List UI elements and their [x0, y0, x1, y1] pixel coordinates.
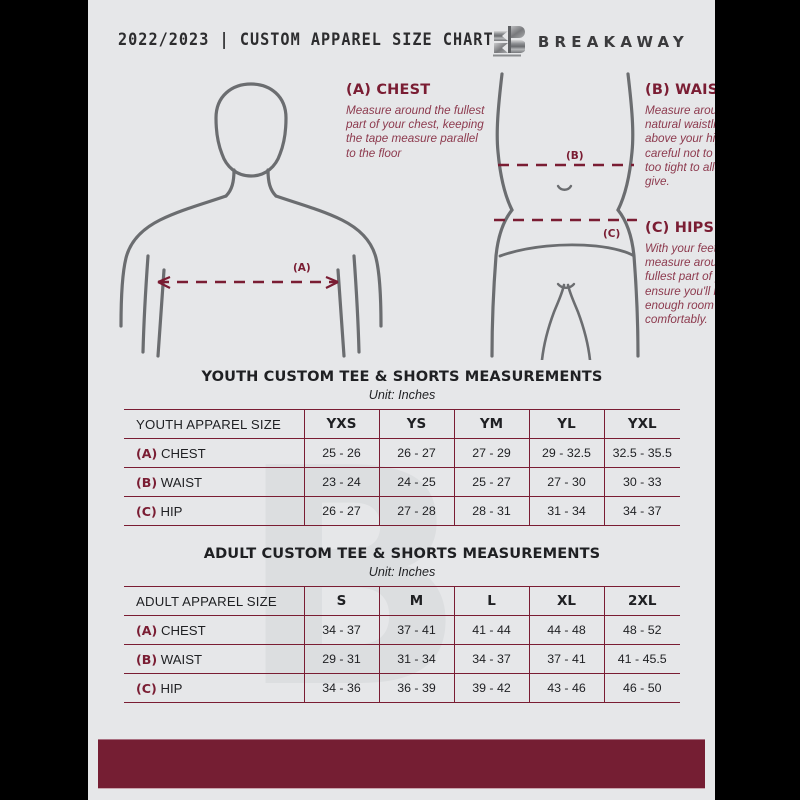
- adult-table-unit: Unit: Inches: [368, 565, 436, 579]
- youth-size-table: YOUTH APPAREL SIZE YXS YS YM YL YXL (A) …: [124, 409, 680, 526]
- measurement-figures: (A) (B) (C) (A) CHEST Measure around the…: [88, 70, 715, 360]
- row-tag: (A): [136, 445, 158, 461]
- table-row: (B) WAIST 29 - 31 31 - 34 34 - 37 37 - 4…: [124, 644, 680, 674]
- youth-size-col-3: YL: [528, 409, 604, 439]
- cell: 27 - 28: [378, 496, 454, 526]
- youth-row-label-waist: (B) WAIST: [124, 467, 304, 497]
- page-title: 2022/2023 | CUSTOM APPAREL SIZE CHART: [118, 30, 494, 49]
- table-header-row: YOUTH APPAREL SIZE YXS YS YM YL YXL: [124, 409, 680, 439]
- row-tag: (C): [136, 680, 157, 696]
- youth-size-col-1: YS: [378, 409, 454, 439]
- cell: 37 - 41: [528, 644, 604, 674]
- adult-table-title: ADULT CUSTOM TEE & SHORTS MEASUREMENTS: [203, 545, 601, 562]
- cell: 41 - 45.5: [603, 644, 680, 674]
- row-tag: (B): [136, 651, 158, 667]
- youth-table-unit: Unit: Inches: [368, 388, 436, 402]
- cell: 28 - 31: [453, 496, 529, 526]
- body-diagrams: [119, 72, 640, 360]
- cell: 39 - 42: [453, 673, 529, 703]
- hips-description: With your feet together, measure around …: [645, 242, 715, 327]
- table-row: (C) HIP 26 - 27 27 - 28 28 - 31 31 - 34 …: [124, 496, 680, 526]
- chest-description: Measure around the fullest part of your …: [346, 104, 485, 160]
- hips-heading: (C) HIPS: [645, 220, 715, 236]
- cell: 44 - 48: [528, 615, 604, 645]
- waist-marker-label: (B): [566, 150, 584, 162]
- adult-size-table-block: ADULT CUSTOM TEE & SHORTS MEASUREMENTS U…: [124, 545, 680, 703]
- lower-body-figure: [490, 72, 640, 360]
- cell: 30 - 33: [603, 467, 680, 497]
- youth-size-table-block: YOUTH CUSTOM TEE & SHORTS MEASUREMENTS U…: [124, 368, 680, 526]
- cell: 31 - 34: [378, 644, 454, 674]
- cell: 24 - 25: [378, 467, 454, 497]
- cell: 34 - 36: [303, 673, 379, 703]
- adult-size-col-0: S: [303, 586, 379, 616]
- size-chart-page: B 2022/2023 | CUSTOM APPAREL SIZE CHART: [88, 0, 715, 800]
- cell: 43 - 46: [528, 673, 604, 703]
- youth-size-header-label: YOUTH APPAREL SIZE: [124, 409, 304, 439]
- table-header-row: ADULT APPAREL SIZE S M L XL 2XL: [124, 586, 680, 616]
- cell: 26 - 27: [378, 438, 454, 468]
- table-row: (C) HIP 34 - 36 36 - 39 39 - 42 43 - 46 …: [124, 673, 680, 703]
- cell: 46 - 50: [603, 673, 680, 703]
- row-name: WAIST: [160, 474, 203, 490]
- row-tag: (A): [136, 622, 158, 638]
- adult-size-col-4: 2XL: [603, 586, 680, 616]
- cell: 32.5 - 35.5: [603, 438, 680, 468]
- cell: 41 - 44: [453, 615, 529, 645]
- adult-size-header-label: ADULT APPAREL SIZE: [124, 586, 304, 616]
- chest-marker-label: (A): [293, 262, 311, 274]
- youth-table-title: YOUTH CUSTOM TEE & SHORTS MEASUREMENTS: [201, 368, 603, 385]
- adult-size-col-1: M: [378, 586, 454, 616]
- row-name: CHEST: [160, 445, 206, 461]
- youth-size-col-0: YXS: [303, 409, 379, 439]
- cell: 37 - 41: [378, 615, 454, 645]
- adult-row-label-chest: (A) CHEST: [124, 615, 304, 645]
- cell: 27 - 30: [528, 467, 604, 497]
- row-name: HIP: [160, 503, 183, 519]
- breakaway-logo-icon: [492, 26, 525, 57]
- youth-row-label-hip: (C) HIP: [124, 496, 304, 526]
- page-header: 2022/2023 | CUSTOM APPAREL SIZE CHART: [88, 26, 715, 60]
- row-name: HIP: [160, 680, 183, 696]
- cell: 23 - 24: [303, 467, 379, 497]
- waist-heading: (B) WAIST: [645, 82, 715, 98]
- row-tag: (C): [136, 503, 157, 519]
- cell: 25 - 27: [453, 467, 529, 497]
- youth-size-col-4: YXL: [603, 409, 680, 439]
- cell: 29 - 32.5: [528, 438, 604, 468]
- adult-size-col-2: L: [453, 586, 529, 616]
- adult-size-col-3: XL: [528, 586, 604, 616]
- adult-size-table: ADULT APPAREL SIZE S M L XL 2XL (A) CHES…: [124, 586, 680, 703]
- upper-body-figure: [119, 82, 383, 358]
- row-name: WAIST: [160, 651, 203, 667]
- brand-name: BREAKAWAY: [537, 33, 689, 51]
- cell: 25 - 26: [303, 438, 379, 468]
- waist-description: Measure around your natural waistline – …: [645, 104, 715, 189]
- adult-row-label-waist: (B) WAIST: [124, 644, 304, 674]
- youth-row-label-chest: (A) CHEST: [124, 438, 304, 468]
- row-name: CHEST: [160, 622, 206, 638]
- cell: 29 - 31: [303, 644, 379, 674]
- table-row: (B) WAIST 23 - 24 24 - 25 25 - 27 27 - 3…: [124, 467, 680, 497]
- cell: 36 - 39: [378, 673, 454, 703]
- cell: 26 - 27: [303, 496, 379, 526]
- cell: 34 - 37: [453, 644, 529, 674]
- footer-accent-bar: [98, 739, 705, 789]
- cell: 34 - 37: [603, 496, 680, 526]
- row-tag: (B): [136, 474, 158, 490]
- table-row: (A) CHEST 34 - 37 37 - 41 41 - 44 44 - 4…: [124, 615, 680, 645]
- chest-measure-line: [157, 275, 339, 289]
- youth-size-col-2: YM: [453, 409, 529, 439]
- cell: 31 - 34: [528, 496, 604, 526]
- cell: 34 - 37: [303, 615, 379, 645]
- chest-heading: (A) CHEST: [346, 82, 431, 98]
- brand-lockup: BREAKAWAY: [491, 24, 689, 60]
- cell: 27 - 29: [453, 438, 529, 468]
- adult-row-label-hip: (C) HIP: [124, 673, 304, 703]
- cell: 48 - 52: [603, 615, 680, 645]
- table-row: (A) CHEST 25 - 26 26 - 27 27 - 29 29 - 3…: [124, 438, 680, 468]
- hip-marker-label: (C): [603, 228, 621, 240]
